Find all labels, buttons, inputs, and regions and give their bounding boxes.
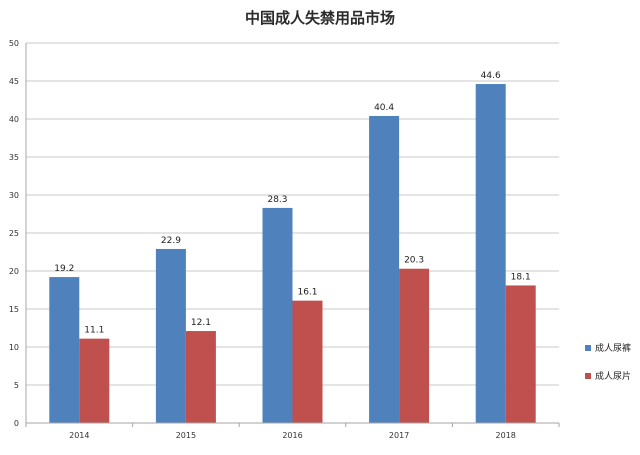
y-tick-label: 10: [9, 343, 19, 352]
bar-series-2: [399, 268, 430, 423]
y-tick-label: 25: [9, 229, 19, 238]
x-tick-label: 2015: [176, 431, 196, 440]
data-label: 12.1: [191, 318, 211, 328]
chart-title: 中国成人失禁用品市场: [245, 9, 395, 27]
bar-series-2: [292, 300, 323, 423]
bar-series-2: [79, 338, 110, 423]
legend-swatch: [585, 345, 591, 351]
y-tick-label: 40: [9, 115, 19, 124]
bar-series-1: [262, 207, 293, 423]
bars: [49, 84, 536, 424]
y-tick-label: 35: [9, 153, 19, 162]
x-tick-label: 2014: [69, 431, 89, 440]
data-label: 20.3: [404, 256, 424, 266]
y-tick-label: 45: [9, 77, 19, 86]
legend-label: 成人尿片: [595, 370, 631, 382]
bar-series-1: [155, 248, 186, 423]
legend-label: 成人尿裤: [595, 342, 631, 354]
legend-swatch: [585, 373, 591, 379]
data-label: 44.6: [481, 71, 501, 81]
bar-series-1: [369, 115, 400, 424]
y-tick-label: 15: [9, 305, 19, 314]
bar-series-2: [185, 331, 216, 423]
data-labels: 19.2 11.1 22.9 12.1 28.3 16.1 40.4 20.3 44.6 18.1: [54, 71, 530, 336]
x-tick-label: 2016: [282, 431, 302, 440]
data-label: 16.1: [297, 288, 317, 298]
bar-series-2: [505, 285, 536, 423]
y-tick-label: 0: [14, 419, 19, 428]
y-tick-label: 50: [9, 39, 19, 48]
data-label: 40.4: [374, 103, 394, 113]
y-tick-label: 30: [9, 191, 19, 200]
bar-series-1: [475, 84, 506, 423]
x-axis-ticks: 2014 2015 2016 2017 2018: [25, 423, 560, 440]
bar-series-1: [49, 277, 80, 423]
data-label: 11.1: [84, 326, 104, 336]
data-label: 28.3: [267, 195, 287, 205]
data-label: 22.9: [161, 236, 181, 246]
y-tick-label: 5: [14, 381, 19, 390]
data-label: 18.1: [511, 272, 531, 282]
data-label: 19.2: [54, 264, 74, 274]
y-tick-label: 20: [9, 267, 19, 276]
y-axis-ticks: 0 5 10 15 20 25 30 35 40 45 50: [9, 39, 19, 428]
x-tick-label: 2018: [496, 431, 516, 440]
x-tick-label: 2017: [389, 431, 409, 440]
